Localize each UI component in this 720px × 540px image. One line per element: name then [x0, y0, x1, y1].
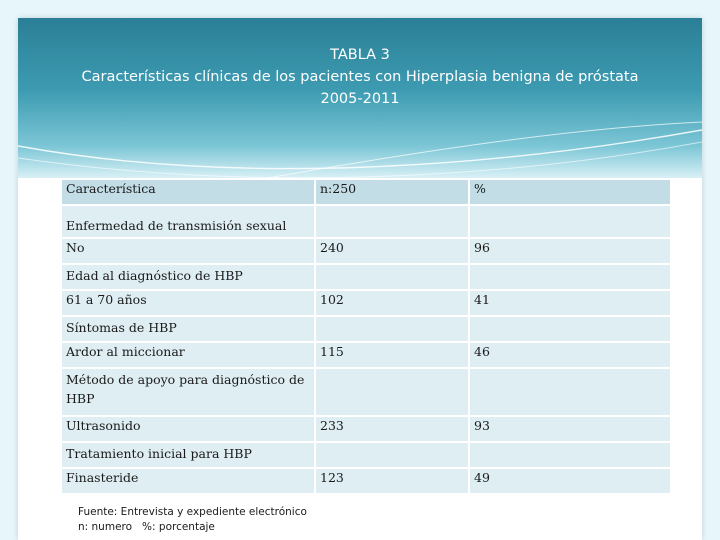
row-pct: [470, 317, 670, 341]
row-pct: 96: [470, 239, 670, 263]
decorative-swoosh: [18, 121, 702, 178]
table-row: Enfermedad de transmisión sexual: [62, 206, 670, 237]
row-n: [316, 265, 468, 289]
header-n: n:250: [316, 180, 468, 204]
row-n: [316, 443, 468, 467]
row-n: 240: [316, 239, 468, 263]
footnote-n: n: numero: [78, 521, 133, 533]
row-n: [316, 206, 468, 237]
row-n: [316, 317, 468, 341]
footnote-pct: %: porcentaje: [142, 521, 215, 533]
table-row: Ardor al miccionar 115 46: [62, 343, 670, 367]
title-line-2: Características clínicas de los paciente…: [81, 69, 639, 85]
table-header-row: Característica n:250 %: [62, 180, 670, 204]
row-label: Edad al diagnóstico de HBP: [62, 265, 314, 289]
row-label: Método de apoyo para diagnóstico de HBP: [62, 369, 314, 415]
table-row: Tratamiento inicial para HBP: [62, 443, 670, 467]
row-label: Finasteride: [62, 469, 314, 493]
row-n: 123: [316, 469, 468, 493]
table-row: Síntomas de HBP: [62, 317, 670, 341]
row-pct: [470, 206, 670, 237]
table-row: No 240 96: [62, 239, 670, 263]
row-n: 102: [316, 291, 468, 315]
table-row: Ultrasonido 233 93: [62, 417, 670, 441]
row-label-text: Enfermedad de transmisión sexual: [66, 218, 287, 233]
title-line-3: 2005-2011: [320, 91, 400, 107]
title-line-1: TABLA 3: [330, 47, 390, 63]
slide-title: TABLA 3 Características clínicas de los …: [18, 44, 702, 110]
header-percent: %: [470, 180, 670, 204]
row-label: Ultrasonido: [62, 417, 314, 441]
row-pct: 41: [470, 291, 670, 315]
table-row: Método de apoyo para diagnóstico de HBP: [62, 369, 670, 415]
row-label: Tratamiento inicial para HBP: [62, 443, 314, 467]
row-label: Ardor al miccionar: [62, 343, 314, 367]
row-pct: 49: [470, 469, 670, 493]
row-pct: [470, 265, 670, 289]
footnote-legend: n: numero %: porcentaje: [78, 520, 307, 535]
slide: TABLA 3 Características clínicas de los …: [18, 18, 702, 540]
footnote-source: Fuente: Entrevista y expediente electrón…: [78, 506, 307, 518]
row-n: 233: [316, 417, 468, 441]
table-row: Edad al diagnóstico de HBP: [62, 265, 670, 289]
table-row: Finasteride 123 49: [62, 469, 670, 493]
table-footnote: Fuente: Entrevista y expediente electrón…: [78, 505, 307, 535]
row-pct: [470, 369, 670, 415]
row-n: 115: [316, 343, 468, 367]
table-row: 61 a 70 años 102 41: [62, 291, 670, 315]
header-band: TABLA 3 Características clínicas de los …: [18, 18, 702, 178]
row-label: Síntomas de HBP: [62, 317, 314, 341]
characteristics-table: Característica n:250 % Enfermedad de tra…: [60, 178, 672, 495]
row-pct: [470, 443, 670, 467]
row-pct: 46: [470, 343, 670, 367]
row-label: 61 a 70 años: [62, 291, 314, 315]
row-n: [316, 369, 468, 415]
row-label: No: [62, 239, 314, 263]
row-pct: 93: [470, 417, 670, 441]
header-characteristic: Característica: [62, 180, 314, 204]
row-label: Enfermedad de transmisión sexual: [62, 206, 314, 237]
